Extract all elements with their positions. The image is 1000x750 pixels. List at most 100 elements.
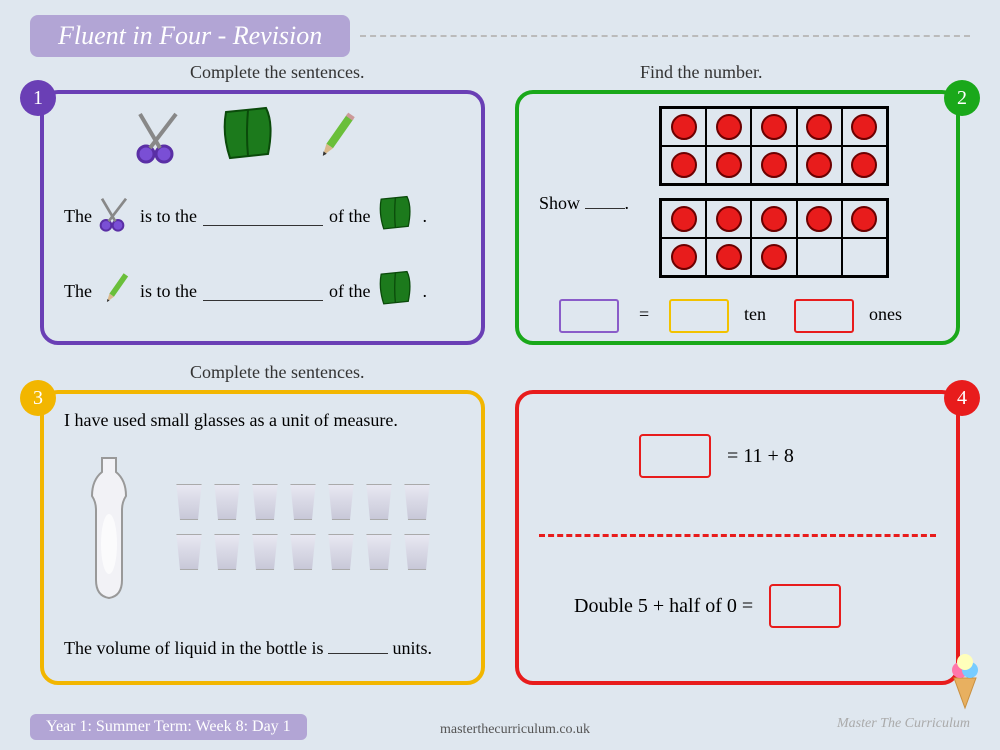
- counter-dot: [761, 244, 787, 270]
- badge-2: 2: [944, 80, 980, 116]
- show-label: Show .: [539, 189, 629, 214]
- footer-tag: Year 1: Summer Term: Week 8: Day 1: [30, 714, 307, 740]
- cup-icon: [364, 484, 394, 520]
- counter-dot: [851, 206, 877, 232]
- scissors-icon: [98, 194, 134, 239]
- p3-intro: I have used small glasses as a unit of m…: [64, 410, 398, 431]
- header-divider: [360, 35, 970, 37]
- tenframe-cell: [797, 108, 842, 146]
- p1-line1-post: of the: [329, 206, 370, 227]
- panel3-title: Complete the sentences.: [190, 362, 364, 383]
- cups-row-top: [174, 484, 432, 520]
- counter-dot: [761, 152, 787, 178]
- panel-4: = 11 + 8 Double 5 + half of 0 =: [515, 390, 960, 685]
- eq1-rhs: = 11 + 8: [727, 445, 794, 468]
- panel-1: The is to the of the . The is to the of …: [40, 90, 485, 345]
- tenframe-cell: [706, 108, 751, 146]
- cup-icon: [212, 534, 242, 570]
- cup-icon: [326, 534, 356, 570]
- book-icon: [376, 269, 416, 314]
- badge-4: 4: [944, 380, 980, 416]
- ten-label: ten: [744, 304, 766, 325]
- counter-dot: [851, 114, 877, 140]
- cup-icon: [402, 484, 432, 520]
- tenframe-cell: [751, 108, 796, 146]
- tenframe-cell: [797, 238, 842, 276]
- ten-frame-2: [659, 198, 889, 278]
- cup-icon: [174, 484, 204, 520]
- counter-dot: [806, 152, 832, 178]
- tenframe-cell: [706, 146, 751, 184]
- tenframe-cell: [797, 200, 842, 238]
- counter-dot: [671, 152, 697, 178]
- counter-dot: [671, 206, 697, 232]
- blank-input[interactable]: [585, 189, 625, 209]
- divider: [539, 534, 936, 537]
- cup-icon: [212, 484, 242, 520]
- tenframe-cell: [751, 200, 796, 238]
- cup-icon: [326, 484, 356, 520]
- ten-frame-1: [659, 106, 889, 186]
- blank-input[interactable]: [203, 207, 323, 227]
- p1-line1-pre: The: [64, 206, 92, 227]
- p3-sentence: The volume of liquid in the bottle is un…: [64, 634, 432, 659]
- tenframe-cell: [751, 238, 796, 276]
- tenframe-cell: [661, 146, 706, 184]
- counter-dot: [806, 114, 832, 140]
- tenframe-cell: [661, 108, 706, 146]
- counter-dot: [761, 206, 787, 232]
- tenframe-cell: [842, 238, 887, 276]
- panel2-title: Find the number.: [640, 62, 763, 83]
- cup-icon: [250, 534, 280, 570]
- footer-url: masterthecurriculum.co.uk: [440, 722, 590, 738]
- pencil-icon: [310, 108, 362, 171]
- counter-dot: [761, 114, 787, 140]
- ones-label: ones: [869, 304, 902, 325]
- cup-icon: [364, 534, 394, 570]
- book-icon: [218, 104, 280, 171]
- panel-3: I have used small glasses as a unit of m…: [40, 390, 485, 685]
- tenframe-cell: [661, 200, 706, 238]
- page-title: Fluent in Four - Revision: [30, 15, 350, 57]
- pencil-icon: [98, 269, 134, 314]
- cup-icon: [402, 534, 432, 570]
- blank-input[interactable]: [203, 282, 323, 302]
- period: .: [422, 206, 427, 227]
- book-icon: [376, 194, 416, 239]
- scissors-icon: [134, 108, 188, 171]
- cup-icon: [288, 534, 318, 570]
- tenframe-cell: [797, 146, 842, 184]
- bottle-icon: [74, 454, 144, 609]
- equals-sign: =: [639, 304, 649, 325]
- counter-dot: [716, 114, 742, 140]
- badge-1: 1: [20, 80, 56, 116]
- ones-box[interactable]: [794, 299, 854, 333]
- counter-dot: [806, 206, 832, 232]
- cup-icon: [288, 484, 318, 520]
- p1-line2-pre: The: [64, 281, 92, 302]
- badge-3: 3: [20, 380, 56, 416]
- tenframe-cell: [661, 238, 706, 276]
- blank-input[interactable]: [328, 634, 388, 654]
- tens-box[interactable]: [669, 299, 729, 333]
- tenframe-cell: [842, 146, 887, 184]
- counter-dot: [716, 152, 742, 178]
- tenframe-cell: [842, 200, 887, 238]
- cup-icon: [250, 484, 280, 520]
- tenframe-cell: [706, 200, 751, 238]
- counter-dot: [671, 114, 697, 140]
- counter-dot: [671, 244, 697, 270]
- total-box[interactable]: [559, 299, 619, 333]
- answer-box[interactable]: [769, 584, 841, 628]
- logo-icon: [950, 650, 980, 710]
- eq2-lhs: Double 5 + half of 0 =: [574, 595, 753, 618]
- answer-box[interactable]: [639, 434, 711, 478]
- tenframe-cell: [706, 238, 751, 276]
- p1-line1-mid: is to the: [140, 206, 197, 227]
- panel-2: Show . = ten ones: [515, 90, 960, 345]
- brand-text: Master The Curriculum: [837, 716, 970, 732]
- counter-dot: [716, 244, 742, 270]
- cup-icon: [174, 534, 204, 570]
- p1-line2-post: of the: [329, 281, 370, 302]
- cups-row-bottom: [174, 534, 432, 570]
